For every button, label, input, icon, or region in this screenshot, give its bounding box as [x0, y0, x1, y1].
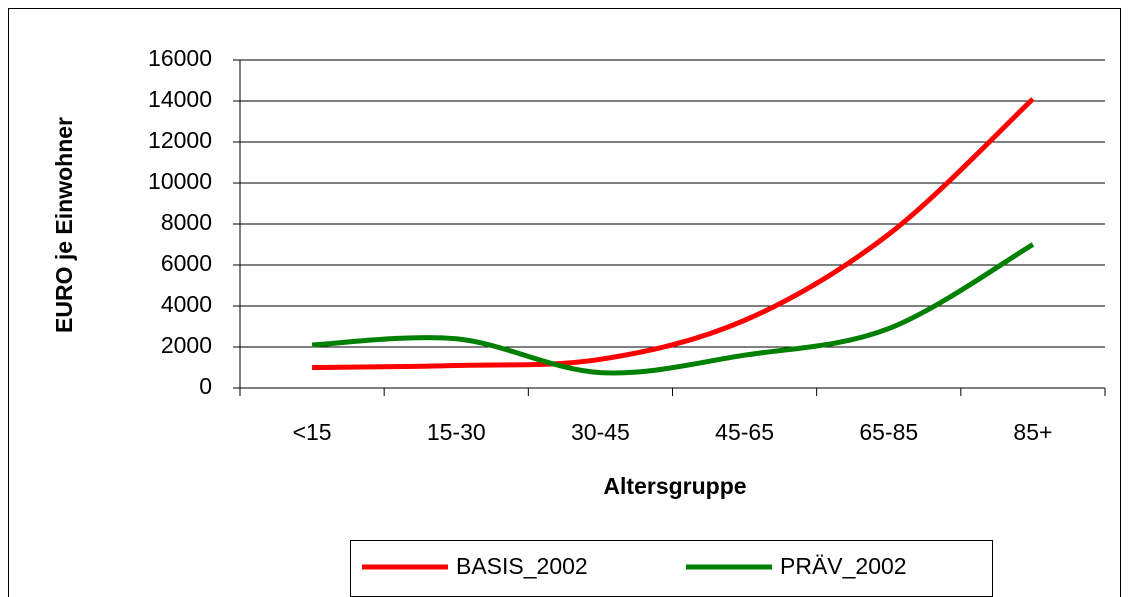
x-tick-label: 15-30 [427, 419, 486, 445]
legend-label: PRÄV_2002 [780, 553, 907, 579]
x-tick-label: 30-45 [571, 419, 630, 445]
series-line [311, 242, 1035, 376]
y-tick-label: 6000 [161, 250, 212, 276]
y-tick-label: 12000 [148, 127, 212, 153]
x-tick-label: <15 [293, 419, 332, 445]
y-tick-label: 4000 [161, 291, 212, 317]
y-tick-label: 14000 [148, 86, 212, 112]
y-tick-label: 2000 [161, 332, 212, 358]
series-line [312, 97, 1035, 370]
legend-box [350, 540, 993, 597]
chart-frame [8, 8, 1121, 597]
x-tick-label: 85+ [1013, 419, 1052, 445]
y-tick-label: 8000 [161, 209, 212, 235]
x-tick-label: 45-65 [715, 419, 774, 445]
legend-label: BASIS_2002 [456, 553, 588, 579]
x-tick-label: 65-85 [859, 419, 918, 445]
y-tick-label: 16000 [148, 45, 212, 71]
y-tick-label: 10000 [148, 168, 212, 194]
y-axis-title: EURO je Einwohner [51, 117, 77, 333]
x-axis-title: Altersgruppe [603, 473, 746, 499]
y-tick-label: 0 [199, 373, 212, 399]
